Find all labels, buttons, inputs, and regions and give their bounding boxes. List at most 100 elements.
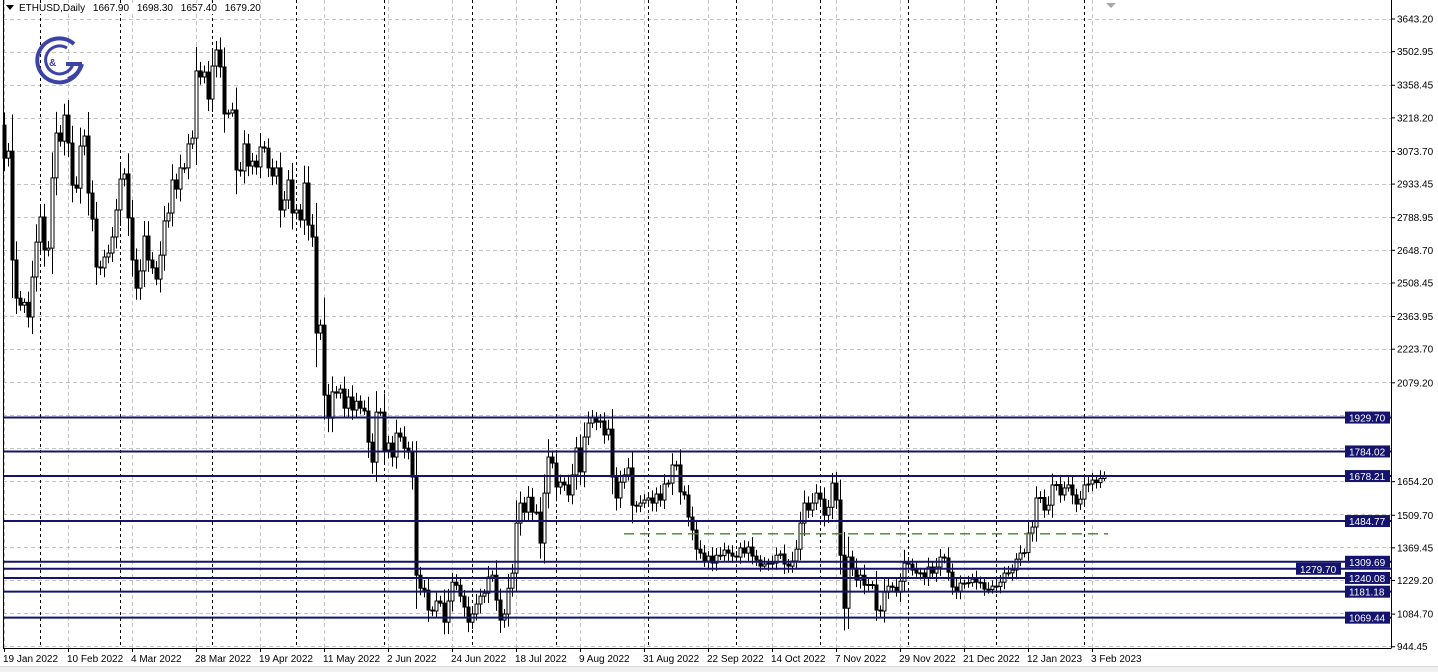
candle [762,557,767,570]
candle [890,582,895,592]
candle [70,125,75,203]
candle [682,485,687,500]
candle [754,549,759,566]
candle-body-bear [390,442,395,458]
candle-body-bear [806,502,811,511]
price-tick-label: 2933.45 [1397,180,1434,191]
candle [846,536,851,629]
candle-body-bull [118,178,123,211]
candle-body-bear [694,529,699,550]
candle [342,376,347,418]
candle [94,201,99,285]
candle-body-bull [526,496,531,513]
price-tick-label: 2223.70 [1397,345,1434,356]
candle [694,519,699,561]
level-price-label-bg [1345,445,1390,458]
price-tick-label: 944.45 [1397,642,1428,653]
caret-down-icon[interactable] [6,5,14,10]
candle [206,60,211,112]
candle-body-bull [1014,558,1019,571]
candle [1058,474,1063,503]
level-price-label-bg [1345,515,1390,528]
level-price-label: 1784.02 [1349,447,1386,458]
candle-body-bear [222,66,227,115]
candle-body-bear [74,184,79,189]
candle [186,133,191,180]
candle-body-bear [426,589,431,611]
price-tick-label: 1509.70 [1397,511,1434,522]
candle-body-bull [746,546,751,554]
candle-body-bear [198,70,203,78]
price-tick-label: 3073.70 [1397,147,1434,158]
candle-body-bear [758,559,763,567]
candle-body-bull [338,388,343,394]
candle-body-bear [874,584,879,611]
candle-body-bear [218,49,223,68]
candle-body-bull [582,436,587,473]
candle-body-bull [110,236,115,254]
candle [814,484,819,511]
candle [290,162,295,230]
candle [810,493,815,518]
candle [190,130,195,149]
candle-body-bull [762,563,767,567]
chart-shift-marker-icon[interactable] [1106,3,1116,8]
candle-body-bull [918,572,923,575]
candle-body-bull [866,583,871,586]
candle-body-bear [630,467,635,506]
price-axis[interactable]: 3643.20 3502.95 3358.45 3218.20 3073.70 2933.… [1391,15,1434,654]
time-tick-label: 7 Nov 2022 [835,654,887,665]
candle-body-bear [278,167,283,211]
candle-body-bull [794,548,799,562]
time-tick-label: 14 Oct 2022 [771,654,826,665]
candle-body-bear [306,182,311,226]
candle [526,486,531,522]
candle [254,154,259,175]
price-tick-label: 1084.70 [1397,610,1434,621]
candle [58,124,63,147]
broker-logo: & [35,36,84,85]
candle-body-bear [498,599,503,621]
candle [438,595,443,607]
candle [662,474,667,509]
candle-body-bear [878,609,883,612]
candle-body-bear [730,552,735,557]
candle-body-bull [50,177,55,249]
candle-body-bear [890,585,895,588]
candle-body-bull [138,270,143,289]
candle [302,165,307,235]
time-axis[interactable]: 19 Jan 2022 10 Feb 2022 4 Mar 2022 28 Mar 2… [3,648,1142,665]
candle [906,557,911,569]
price-tick-label: 2508.45 [1397,278,1434,289]
candle-body-bull [226,112,231,115]
candle [622,468,627,489]
candle-body-bear [398,432,403,438]
price-tick-label: 2648.70 [1397,246,1434,257]
candle-body-bear [718,554,723,557]
candle-body-bear [1070,484,1075,496]
candle [362,400,367,415]
price-tick-label: 3502.95 [1397,47,1434,58]
candle [22,298,27,313]
candle [202,65,207,84]
chart-header: ETHUSD,Daily 1667.90 1698.30 1657.40 167… [6,3,268,14]
candle-body-bear [978,581,983,584]
candle-body-bear [458,584,463,597]
candle-body-bull [1082,484,1087,500]
candle-body-bear [566,484,571,496]
candle [518,491,523,536]
candle [166,202,171,228]
candle [1066,476,1071,492]
candle-body-bear [130,217,135,261]
price-tick-label: 2788.95 [1397,213,1434,224]
candle-body-bull [282,199,287,211]
candle [274,160,279,185]
level-price-label-bg [1296,562,1341,575]
price-tick-label: 3358.45 [1397,81,1434,92]
candle [714,548,719,571]
candle-body-bull [722,549,727,557]
candle-body-bear [298,209,303,221]
candle-body-bear [834,482,839,501]
candle [1022,548,1027,558]
